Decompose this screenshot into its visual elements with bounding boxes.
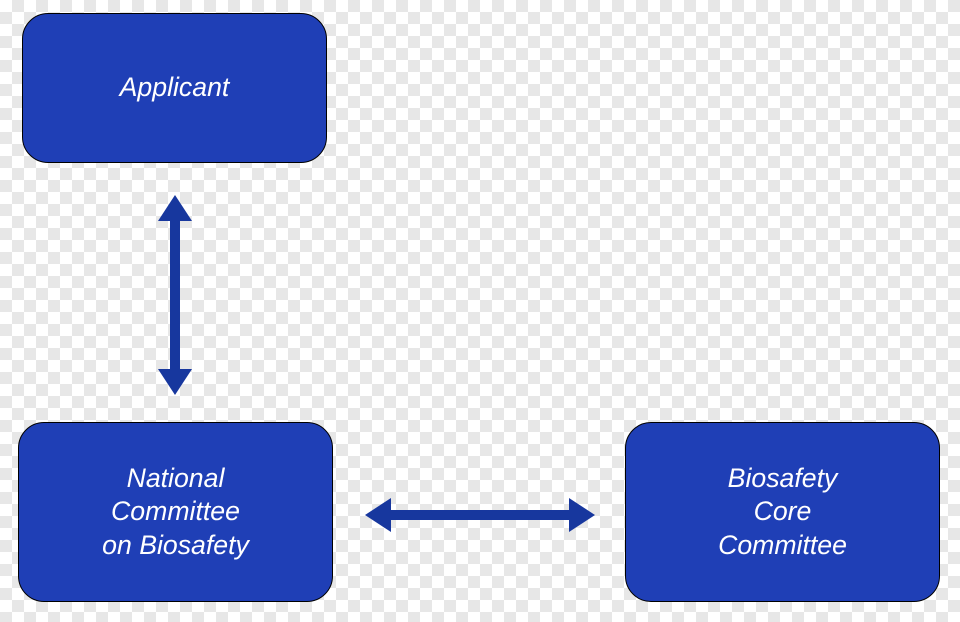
node-label: Applicant <box>120 71 230 104</box>
node-applicant: Applicant <box>22 13 327 163</box>
node-label: BiosafetyCoreCommittee <box>718 462 847 562</box>
node-ncb: NationalCommitteeon Biosafety <box>18 422 333 602</box>
diagram-canvas: Applicant NationalCommitteeon Biosafety … <box>0 0 960 622</box>
edge-applicant-ncb <box>158 195 192 395</box>
node-label: NationalCommitteeon Biosafety <box>102 462 249 562</box>
edge-ncb-bcc <box>365 498 595 532</box>
node-bcc: BiosafetyCoreCommittee <box>625 422 940 602</box>
